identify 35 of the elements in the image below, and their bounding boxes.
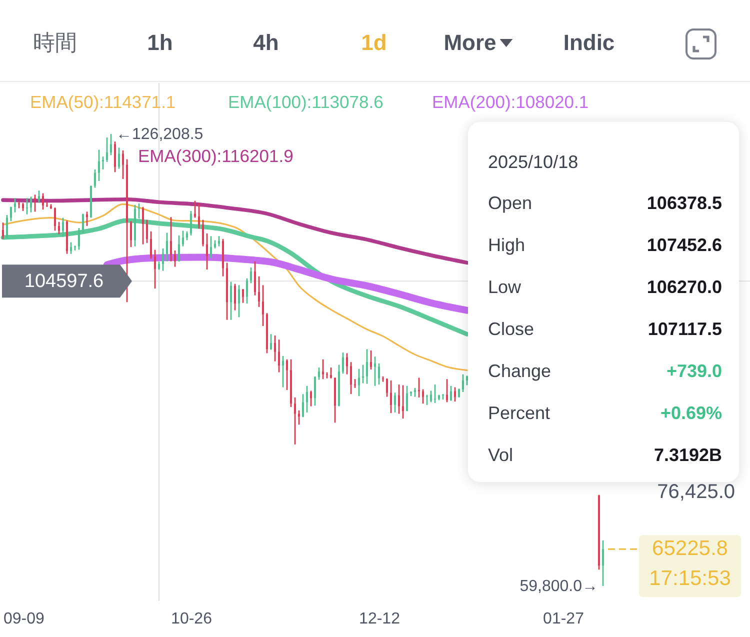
annotation: 107117.5 — [648, 318, 722, 340]
ref-line-label: 65225.8 — [652, 537, 728, 560]
annotation: High — [488, 234, 526, 256]
text: EMA(50):114371.1 — [30, 92, 176, 112]
annotation: Low — [488, 276, 522, 298]
annotation: 107452.6 — [646, 234, 722, 256]
annotation: 7.3192B — [654, 444, 722, 466]
text: 1h — [147, 29, 173, 57]
ref-line-label: 104597.6 — [24, 271, 104, 292]
x-tick-label: 09-09 — [4, 610, 45, 628]
annotation: +739.0 — [666, 360, 722, 382]
text: Indic — [563, 29, 615, 57]
x-tick-label: 01-27 — [543, 610, 584, 628]
annotation: +0.69% — [660, 402, 722, 424]
annotation: Vol — [488, 444, 514, 466]
text: 1d — [361, 29, 387, 57]
annotation: Close — [488, 318, 534, 340]
annotation: 59,800.0→ — [520, 578, 598, 595]
annotation: Open — [488, 192, 532, 214]
annotation: 106270.0 — [646, 276, 722, 298]
series-label: EMA(300):116201.9 — [138, 146, 294, 166]
annotation: 2025/10/18 — [488, 151, 578, 173]
annotation: 17:15:53 — [649, 567, 731, 590]
x-tick-label: 12-12 — [359, 610, 400, 628]
annotation: Change — [488, 360, 552, 382]
annotation: 76,425.0 — [657, 480, 735, 504]
annotation: ←126,208.5 — [116, 126, 204, 143]
annotation: Percent — [488, 402, 550, 424]
annotation: 106378.5 — [646, 192, 722, 214]
text: 4h — [253, 29, 279, 57]
text: 時間 — [33, 29, 77, 57]
text: EMA(200):108020.1 — [432, 92, 589, 112]
text: More — [444, 29, 496, 57]
x-tick-label: 10-26 — [171, 610, 212, 628]
text: EMA(100):113078.6 — [228, 92, 384, 112]
